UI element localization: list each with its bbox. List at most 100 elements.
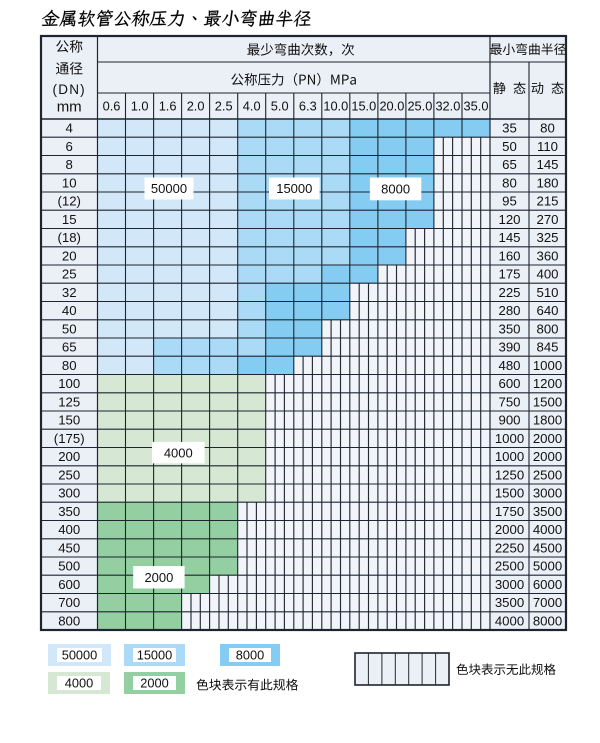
svg-text:800: 800 [58,614,80,629]
svg-text:35.0: 35.0 [464,99,489,114]
svg-text:50: 50 [502,139,517,154]
svg-text:1000: 1000 [533,358,562,373]
svg-text:65: 65 [62,340,77,355]
svg-text:2000: 2000 [144,570,173,585]
svg-text:3500: 3500 [495,595,524,610]
svg-text:50: 50 [62,322,77,337]
svg-text:3000: 3000 [533,486,562,501]
svg-text:15.0: 15.0 [351,99,376,114]
svg-text:750: 750 [498,395,520,410]
svg-text:mm: mm [57,99,82,116]
svg-text:50000: 50000 [62,648,98,663]
svg-text:1500: 1500 [533,395,562,410]
svg-text:360: 360 [536,249,558,264]
svg-text:480: 480 [498,358,520,373]
svg-text:600: 600 [58,577,80,592]
svg-text:32.0: 32.0 [435,99,460,114]
svg-text:270: 270 [536,212,558,227]
svg-text:215: 215 [536,194,558,209]
svg-text:500: 500 [58,559,80,574]
svg-text:110: 110 [537,139,558,154]
svg-text:2000: 2000 [533,431,562,446]
svg-text:160: 160 [498,249,520,264]
svg-text:4000: 4000 [495,614,524,629]
svg-text:280: 280 [498,303,520,318]
svg-text:4000: 4000 [533,522,562,537]
svg-text:6: 6 [66,139,73,154]
svg-text:25.0: 25.0 [407,99,432,114]
svg-text:390: 390 [498,340,520,355]
svg-text:25: 25 [62,267,77,282]
svg-text:4: 4 [66,121,73,136]
svg-text:600: 600 [498,376,520,391]
svg-text:(175): (175) [54,431,85,446]
svg-text:5.0: 5.0 [271,99,289,114]
svg-text:300: 300 [58,486,80,501]
svg-text:(18): (18) [57,230,80,245]
svg-text:4500: 4500 [533,541,562,556]
svg-text:8000: 8000 [381,182,410,197]
svg-text:10.0: 10.0 [323,99,348,114]
svg-text:3500: 3500 [533,504,562,519]
svg-text:1250: 1250 [495,468,524,483]
svg-text:700: 700 [58,595,80,610]
svg-text:2500: 2500 [495,559,524,574]
svg-text:80: 80 [502,176,517,191]
svg-text:510: 510 [536,285,558,300]
svg-text:4000: 4000 [164,445,193,460]
svg-text:15: 15 [62,212,77,227]
svg-text:8000: 8000 [533,614,562,629]
svg-text:15000: 15000 [137,648,173,663]
svg-text:1.0: 1.0 [131,99,149,114]
svg-text:5000: 5000 [533,559,562,574]
svg-text:0.6: 0.6 [103,99,121,114]
svg-text:3000: 3000 [495,577,524,592]
svg-text:1000: 1000 [495,431,524,446]
svg-text:145: 145 [498,230,520,245]
svg-text:6000: 6000 [533,577,562,592]
svg-text:1800: 1800 [533,413,562,428]
svg-text:2000: 2000 [495,522,524,537]
svg-text:4.0: 4.0 [243,99,261,114]
svg-text:900: 900 [498,413,520,428]
svg-text:50000: 50000 [151,181,187,196]
svg-text:125: 125 [58,395,80,410]
svg-text:2.0: 2.0 [187,99,205,114]
svg-text:65: 65 [502,157,517,172]
svg-text:100: 100 [58,376,80,391]
svg-text:145: 145 [536,157,558,172]
svg-text:6.3: 6.3 [299,99,317,114]
svg-text:7000: 7000 [533,595,562,610]
svg-text:32: 32 [62,285,77,300]
svg-text:8000: 8000 [236,648,264,663]
svg-text:20: 20 [62,249,77,264]
svg-text:845: 845 [536,340,558,355]
svg-text:1750: 1750 [495,504,524,519]
svg-text:2.5: 2.5 [215,99,233,114]
svg-text:350: 350 [58,504,80,519]
svg-text:(12): (12) [57,194,80,209]
svg-text:2000: 2000 [533,449,562,464]
svg-text:175: 175 [498,267,520,282]
svg-text:80: 80 [540,121,555,136]
svg-text:150: 150 [58,413,80,428]
svg-text:400: 400 [58,522,80,537]
svg-text:80: 80 [62,358,77,373]
svg-text:15000: 15000 [276,181,312,196]
svg-text:450: 450 [58,541,80,556]
svg-text:1000: 1000 [495,449,524,464]
svg-text:10: 10 [62,176,77,191]
svg-text:4000: 4000 [65,676,93,691]
svg-text:225: 225 [498,285,520,300]
svg-text:(DN): (DN) [53,82,86,97]
svg-text:400: 400 [536,267,558,282]
svg-text:250: 250 [58,468,80,483]
svg-text:325: 325 [536,230,558,245]
svg-text:95: 95 [502,194,517,209]
svg-text:1.6: 1.6 [159,99,177,114]
svg-text:800: 800 [536,322,558,337]
svg-text:2000: 2000 [140,676,168,691]
svg-text:2250: 2250 [495,541,524,556]
svg-text:1200: 1200 [533,376,562,391]
svg-text:350: 350 [498,322,520,337]
